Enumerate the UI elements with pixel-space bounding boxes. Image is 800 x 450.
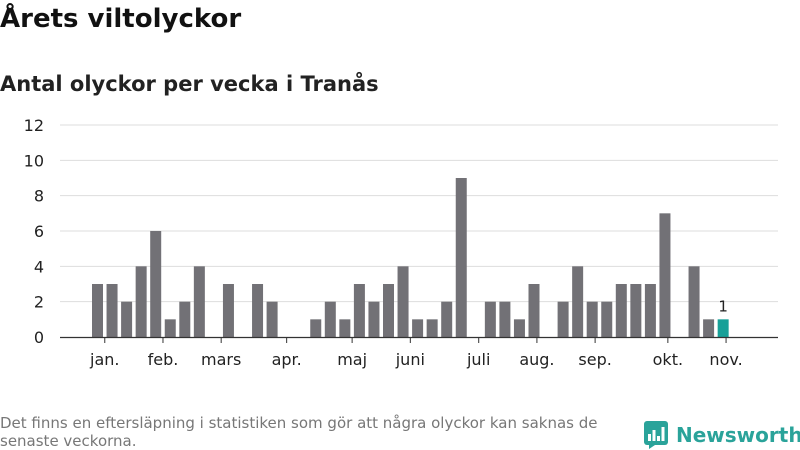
data-label: 1 — [718, 297, 728, 315]
chart-title: Årets viltolyckor — [0, 4, 242, 34]
brand-name: Newsworthy — [676, 423, 800, 447]
bar — [426, 319, 438, 337]
footnote: Det finns en eftersläpning i statistiken… — [0, 414, 598, 450]
bar — [630, 284, 642, 337]
bar — [484, 301, 496, 337]
bar — [644, 284, 656, 337]
bar — [659, 213, 671, 337]
x-tick-label: feb. — [148, 350, 179, 369]
bar — [150, 231, 162, 337]
bar — [397, 266, 409, 337]
bar — [310, 319, 322, 337]
bar-chart-logo-icon — [644, 421, 668, 449]
bar — [383, 284, 394, 337]
bar — [179, 301, 191, 337]
bar — [688, 266, 700, 337]
bar — [266, 301, 278, 337]
y-tick-label: 0 — [34, 328, 44, 347]
brand-logo[interactable]: Newsworthy — [644, 420, 800, 450]
bar — [222, 284, 234, 337]
bar — [164, 319, 176, 337]
bar — [615, 284, 627, 337]
x-tick-label: okt. — [653, 350, 683, 369]
bar — [368, 301, 380, 337]
x-tick-label: sep. — [578, 350, 611, 369]
x-tick-label: maj — [337, 350, 367, 369]
x-tick-label: apr. — [272, 350, 302, 369]
bar — [441, 301, 453, 337]
bar — [193, 266, 205, 337]
bar — [455, 178, 467, 337]
bar — [703, 319, 715, 337]
x-tick-label: juli — [466, 350, 490, 369]
bar — [121, 301, 133, 337]
bar — [353, 284, 365, 337]
bar — [557, 301, 569, 337]
bar — [106, 284, 118, 337]
y-tick-label: 6 — [34, 222, 44, 241]
bar — [572, 266, 584, 337]
x-tick-label: juni — [395, 350, 425, 369]
y-tick-label: 12 — [24, 116, 44, 135]
bar-chart: 0 2 4 6 8 10 12 jan. feb. mars apr. maj juni juli aug.… — [24, 116, 778, 369]
x-tick-label: nov. — [709, 350, 742, 369]
bar — [92, 284, 103, 337]
bar — [499, 301, 511, 337]
y-tick-label: 10 — [24, 151, 44, 170]
bar — [601, 301, 613, 337]
bar — [586, 301, 598, 337]
bar — [324, 301, 336, 337]
highlight-bar — [717, 319, 729, 337]
bar — [339, 319, 351, 337]
bar — [513, 319, 525, 337]
bar — [412, 319, 424, 337]
bar — [135, 266, 147, 337]
bar — [528, 284, 540, 337]
chart-subtitle: Antal olyckor per vecka i Tranås — [0, 72, 379, 96]
y-tick-label: 2 — [34, 293, 44, 312]
y-tick-label: 4 — [34, 257, 44, 276]
x-tick-label: mars — [201, 350, 241, 369]
y-tick-label: 8 — [34, 187, 44, 206]
x-tick-label: aug. — [519, 350, 554, 369]
bar — [252, 284, 264, 337]
x-tick-label: jan. — [89, 350, 119, 369]
